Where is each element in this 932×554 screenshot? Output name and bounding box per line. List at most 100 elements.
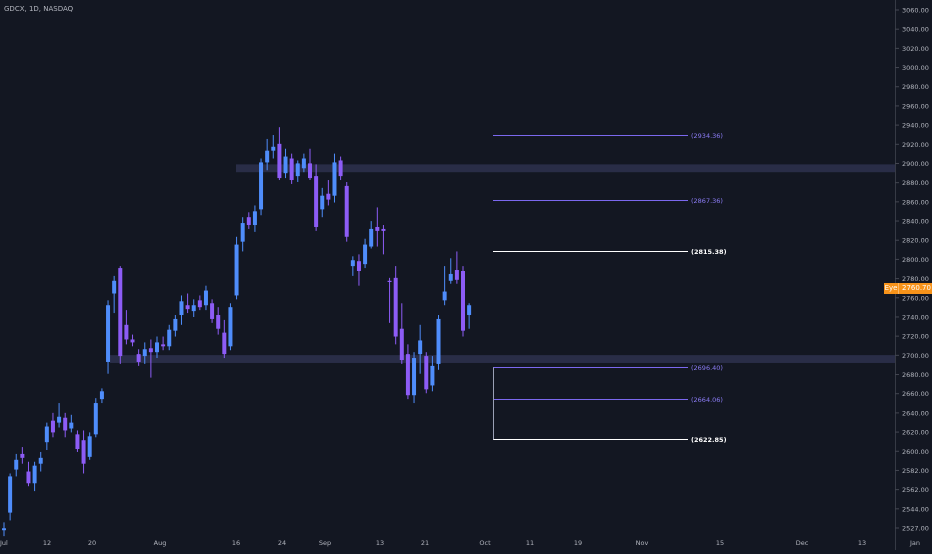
candle-body [44, 426, 49, 443]
price-tick-label: 3020.00 [902, 45, 929, 53]
candle-body [259, 162, 264, 210]
candle-body [173, 318, 178, 331]
candle-body [197, 300, 202, 308]
candle-body [20, 453, 25, 458]
price-tick-label: 2620.00 [902, 429, 929, 437]
candle-body [301, 158, 306, 169]
price-tick-label: 2960.00 [902, 102, 929, 110]
time-tick-label: 15 [716, 539, 724, 547]
zones-layer [110, 164, 895, 363]
price-tick-label: 2740.00 [902, 313, 929, 321]
candle-body [69, 422, 74, 429]
time-tick-label: 13 [858, 539, 866, 547]
price-tick-label: 2600.00 [902, 448, 929, 456]
time-tick-label: Oct [479, 539, 491, 547]
candle-body [234, 244, 239, 296]
time-tick-label: Jan [909, 539, 920, 547]
candle-body [399, 328, 404, 361]
price-axis[interactable]: 3060.00 3040.00 3020.00 3000.00 2980.00 2960.… [895, 0, 929, 550]
price-tick-label: 2860.00 [902, 198, 929, 206]
price-tick-label: 2562.00 [902, 486, 929, 494]
candle-body [210, 303, 215, 319]
candle-body [467, 305, 472, 316]
candle-body [191, 305, 196, 312]
time-tick-label: 12 [43, 539, 51, 547]
time-tick-label: Jul [0, 539, 8, 547]
candle-body [75, 434, 80, 450]
candle-body [252, 211, 257, 226]
time-tick-label: Dec [796, 539, 809, 547]
price-tick-label: 2544.00 [902, 505, 929, 513]
time-tick-label: 24 [278, 539, 286, 547]
candle-body [99, 391, 104, 400]
candle-body [240, 223, 245, 242]
candle-body [320, 195, 325, 210]
time-tick-label: Aug [154, 539, 167, 547]
candle-body [326, 193, 331, 200]
candle-body [271, 146, 276, 151]
candle-body [356, 261, 361, 271]
candle-body [442, 291, 447, 301]
candle-body [50, 420, 55, 433]
resistance-zone [236, 164, 895, 173]
price-tick-label: 2760.00 [902, 294, 929, 302]
candle-body [393, 277, 398, 337]
time-axis[interactable]: Jul 12 20 Aug 16 24 Sep 13 21 Oct 11 19 Nov 15 Dec 13 Ja… [0, 539, 920, 547]
candle-body [283, 156, 288, 174]
candle-body [167, 329, 172, 347]
price-tick-label: 2660.00 [902, 390, 929, 398]
candle-body [26, 471, 31, 484]
candle-body [118, 268, 123, 357]
candle-body [179, 301, 184, 316]
candle-body [136, 354, 141, 362]
candle-body [314, 176, 319, 227]
candle-body [87, 436, 92, 457]
candle-body [338, 160, 343, 177]
candle-body [430, 365, 435, 386]
candle-body [155, 342, 159, 353]
last-price-value: 2760.70 [902, 284, 931, 292]
candle-body [381, 228, 386, 231]
candle-body [454, 270, 459, 280]
candle-body [57, 416, 62, 423]
price-tick-label: 3000.00 [902, 64, 929, 72]
last-price-badge: Eye 2760.70 [884, 283, 932, 294]
candle-body [448, 273, 453, 281]
candle-body [424, 356, 429, 390]
price-tick-label: 3040.00 [902, 26, 929, 34]
candle-body [124, 324, 129, 340]
candle-body [14, 459, 19, 470]
symbol-label: GDCX, 1D, NASDAQ [4, 5, 74, 13]
eye-icon[interactable]: Eye [884, 283, 899, 294]
candle-body [106, 305, 111, 362]
support-zone [110, 355, 895, 363]
candle-body [436, 318, 441, 364]
candle-body [81, 440, 86, 464]
price-tick-label: 2700.00 [902, 352, 929, 360]
candle-body [142, 349, 147, 357]
candle-body [369, 228, 374, 247]
candle-body [332, 162, 337, 196]
candle-body [246, 217, 251, 226]
candle-body [161, 344, 166, 347]
candles-layer [2, 127, 472, 537]
price-tick-label: 2800.00 [902, 256, 929, 264]
candle-body [148, 348, 153, 353]
price-tick-label: 2980.00 [902, 83, 929, 91]
candle-body [289, 158, 294, 181]
candle-body [375, 226, 380, 231]
level-label: (2664.06) [691, 396, 723, 404]
candle-body [130, 339, 135, 343]
candle-body [228, 307, 233, 347]
candle-body [8, 476, 13, 513]
price-tick-label: 2880.00 [902, 179, 929, 187]
candle-body [185, 305, 190, 310]
candle-body [222, 332, 227, 355]
price-tick-label: 2940.00 [902, 122, 929, 130]
level-label: (2622.85) [691, 436, 727, 444]
candle-body [344, 185, 349, 237]
price-tick-label: 3060.00 [902, 7, 929, 15]
